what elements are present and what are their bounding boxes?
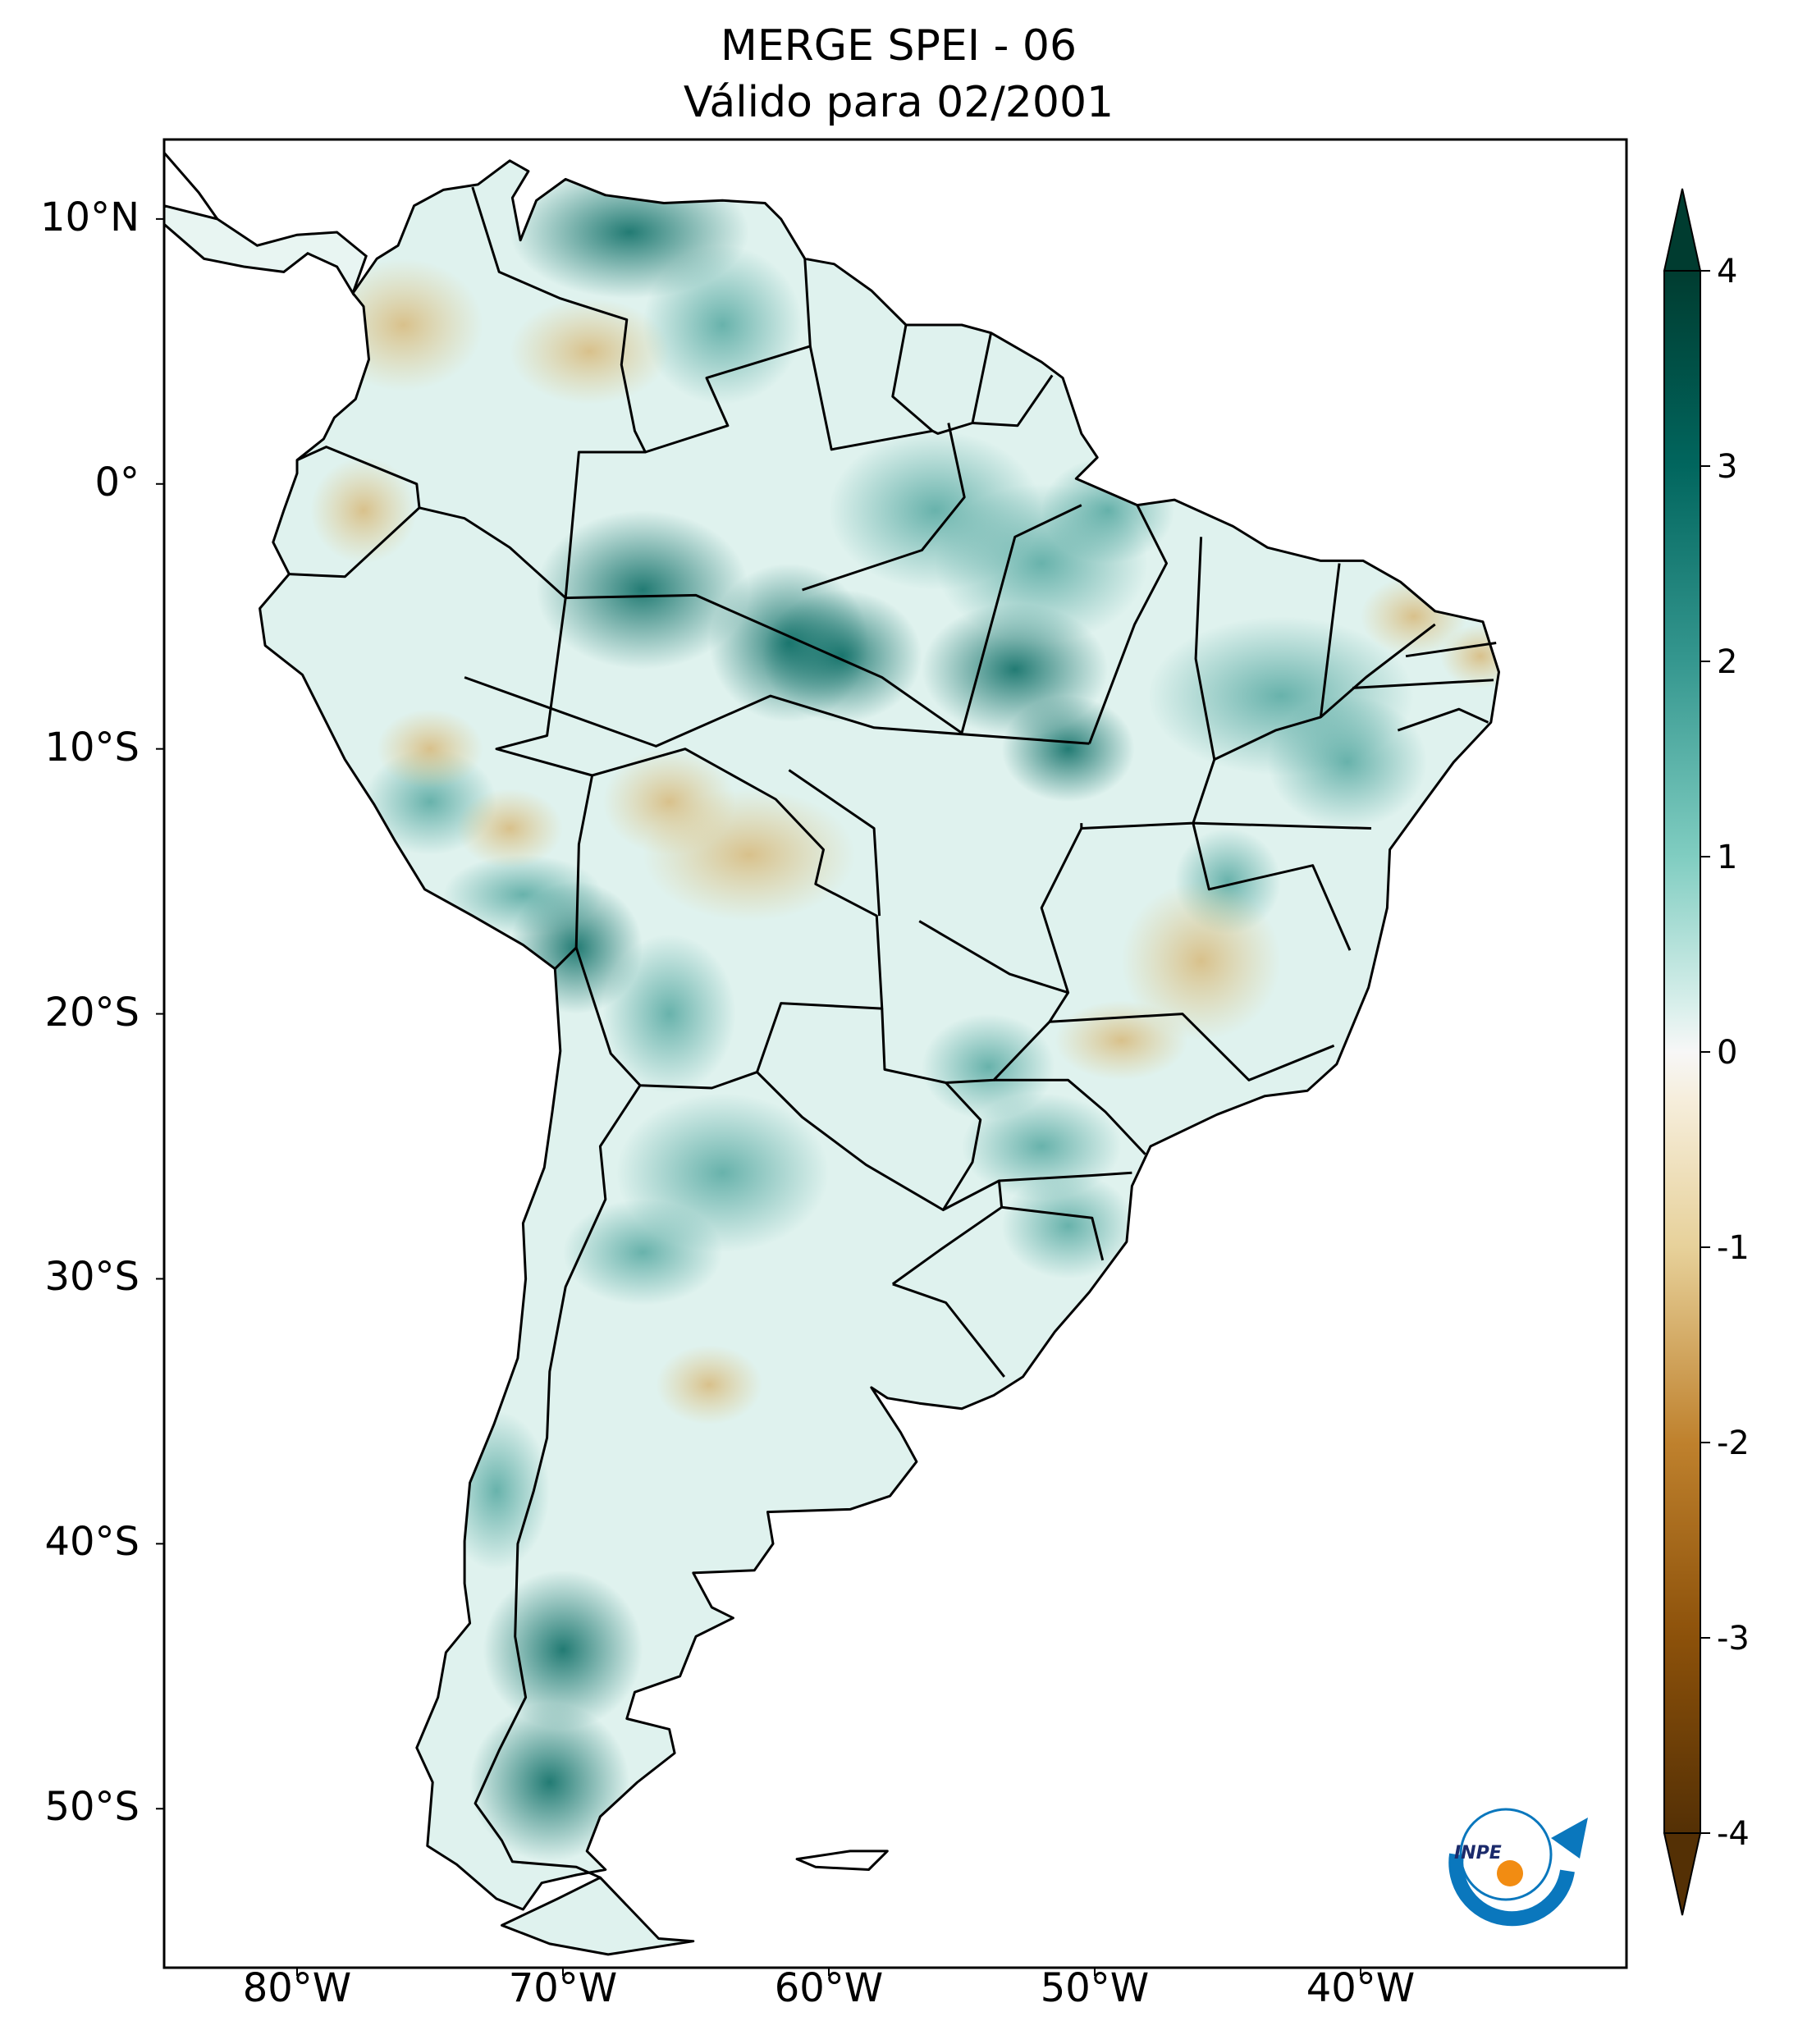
spei-anomaly-region: [1121, 881, 1281, 1040]
border-line: [945, 991, 1069, 1084]
lat-tick-label: 10°N: [40, 194, 140, 240]
lon-tick-label: 60°W: [774, 1965, 884, 2011]
spei-anomaly-region: [643, 245, 803, 405]
spei-anomaly-region: [563, 1199, 723, 1306]
central-america-land: [162, 203, 368, 296]
map-subtitle: Válido para 02/2001: [683, 78, 1114, 127]
lon-tick-label: 40°W: [1306, 1965, 1416, 2011]
colorbar-max-extend: [1663, 188, 1702, 272]
border-line: [756, 1008, 982, 1211]
colorbar-tick-label: -1: [1717, 1229, 1750, 1267]
spei-anomaly-region: [310, 457, 417, 564]
border-line: [1088, 504, 1168, 744]
border-line: [471, 186, 647, 598]
spei-anomaly-region: [1001, 696, 1135, 803]
border-line: [162, 152, 219, 220]
logo-ring-icon: [1459, 1808, 1553, 1901]
lon-tick-label: 70°W: [508, 1965, 618, 2011]
lon-tick-label: 50°W: [1040, 1965, 1150, 2011]
spei-anomaly-region: [602, 934, 736, 1094]
border-line: [1192, 822, 1352, 951]
spei-anomaly-region: [922, 1013, 1055, 1120]
spei-anomaly-region: [510, 298, 670, 405]
border-line: [289, 446, 421, 578]
border-line: [993, 1078, 1146, 1155]
border-line: [565, 593, 963, 734]
logo-arrow-icon: [1551, 1818, 1588, 1859]
lat-tick-label: 50°S: [44, 1784, 140, 1831]
logo-swoosh-icon: [1448, 1853, 1575, 1927]
spei-anomaly-region: [456, 789, 563, 868]
lat-tick-label: 20°S: [44, 989, 140, 1036]
lon-tick-label: 80°W: [242, 1965, 352, 2011]
border-line: [644, 258, 812, 454]
colorbar-tick-label: 4: [1717, 253, 1737, 290]
border-line: [1320, 623, 1436, 719]
logo-text: INPE: [1454, 1843, 1502, 1863]
border-line: [1080, 537, 1216, 830]
border-line: [1352, 679, 1494, 689]
spei-anomaly-region: [377, 709, 483, 789]
spei-anomaly-region: [656, 1345, 762, 1425]
border-line: [802, 423, 966, 592]
border-line: [1405, 642, 1497, 658]
inpe-logo: INPE: [1448, 1808, 1588, 1927]
colorbar-tick-label: -2: [1717, 1424, 1750, 1462]
spei-anomaly-region: [1267, 696, 1428, 829]
colorbar-tick-label: 0: [1717, 1034, 1737, 1072]
spei-anomaly-region: [962, 1093, 1122, 1200]
spei-anomaly-region: [1440, 624, 1499, 688]
border-line: [419, 506, 594, 970]
border-line: [1397, 707, 1489, 732]
colorbar-tick-label: 3: [1717, 448, 1737, 486]
spei-anomaly-region: [469, 1703, 629, 1862]
border-line: [960, 504, 1082, 734]
logo-sun-icon: [1497, 1860, 1523, 1886]
lat-tick-label: 10°S: [44, 724, 140, 771]
colorbar-tick-label: -3: [1717, 1620, 1750, 1658]
colorbar-tick-label: 2: [1717, 643, 1737, 681]
border-line: [1192, 821, 1372, 830]
lat-tick-label: 40°S: [44, 1519, 140, 1566]
spei-anomaly-region: [443, 854, 603, 935]
colorbar-tick-label: 1: [1717, 839, 1737, 876]
spei-anomaly-region: [829, 431, 1042, 590]
border-line: [892, 1283, 1005, 1378]
map-frame-border: [162, 138, 1628, 1969]
colorbar-min-extend: [1663, 1832, 1702, 1916]
colorbar-gradient: [1663, 270, 1701, 1834]
lat-tick-label: 30°S: [44, 1254, 140, 1301]
colorbar-tick-label: -4: [1717, 1815, 1750, 1853]
lat-tick-label: 0°: [94, 459, 140, 505]
border-line: [972, 374, 1054, 428]
border-line: [1001, 1205, 1105, 1261]
spei-anomaly-region: [762, 589, 922, 723]
spei-anomaly-region: [536, 510, 749, 670]
border-line: [1214, 563, 1341, 761]
border-line: [788, 769, 881, 917]
border-line: [474, 1084, 642, 1879]
border-line: [464, 676, 1090, 748]
map-title: MERGE SPEI - 06: [720, 21, 1077, 71]
border-line: [1049, 1013, 1335, 1081]
spei-anomaly-region: [602, 748, 736, 855]
border-line: [931, 332, 993, 435]
border-line: [999, 1171, 1132, 1182]
spei-anomaly-region: [483, 1570, 643, 1730]
colorbar: 4 3 2 1 0 -1 -2 -3 -4: [1663, 188, 1750, 1916]
spei-anomaly-region: [1055, 1000, 1188, 1081]
